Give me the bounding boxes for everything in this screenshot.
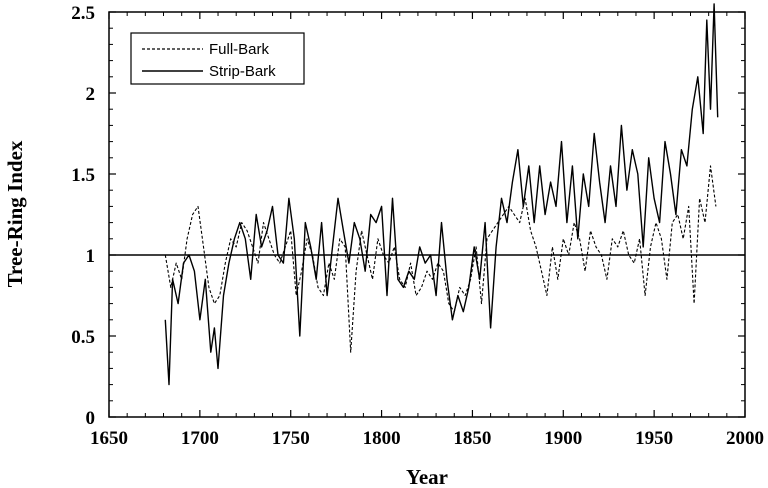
series-group [164, 3, 719, 386]
x-tick-label: 1800 [363, 428, 401, 449]
y-tick-label: 0 [86, 408, 96, 429]
x-tick-label: 1650 [90, 428, 128, 449]
legend-label-full-bark: Full-Bark [209, 41, 270, 58]
x-tick-label: 1850 [453, 428, 491, 449]
legend: Full-Bark Strip-Bark [130, 32, 305, 85]
x-tick-label: 1750 [272, 428, 310, 449]
y-tick-label: 1 [86, 246, 96, 267]
y-tick-label: 2.5 [71, 3, 95, 24]
plot-frame [108, 11, 746, 418]
y-tick-label: 1.5 [71, 165, 95, 186]
y-axis-title: Tree-Ring Index [3, 140, 27, 287]
y-tick-label: 2 [86, 84, 96, 105]
x-tick-label: 1700 [181, 428, 219, 449]
x-tick-label: 1900 [544, 428, 582, 449]
x-tick-label: 2000 [726, 428, 764, 449]
legend-label-strip-bark: Strip-Bark [209, 63, 276, 80]
y-tick-label: 0.5 [71, 327, 95, 348]
x-axis: 1650 1700 1750 1800 1850 1900 1950 2000 [90, 12, 764, 449]
series-line-strip-bark [164, 3, 719, 386]
y-axis: 0 0.5 1 1.5 2 2.5 [71, 3, 745, 429]
x-axis-title: Year [406, 465, 448, 488]
x-tick-label: 1950 [635, 428, 673, 449]
series-line-full-bark [164, 165, 717, 353]
legend-box [130, 32, 305, 85]
